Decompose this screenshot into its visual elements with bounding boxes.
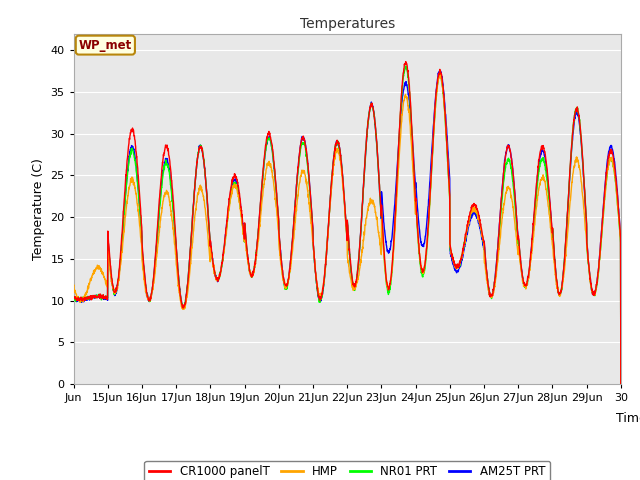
Line: AM25T PRT: AM25T PRT: [74, 71, 621, 383]
Title: Temperatures: Temperatures: [300, 17, 395, 31]
Line: HMP: HMP: [74, 73, 621, 384]
NR01 PRT: [243, 241, 250, 247]
AM25T PRT: [543, 169, 551, 175]
HMP: [436, 71, 444, 76]
AM25T PRT: [609, 150, 617, 156]
HMP: [543, 192, 551, 198]
CR1000 panelT: [124, 147, 132, 153]
AM25T PRT: [243, 242, 250, 248]
AM25T PRT: [617, 380, 625, 386]
HMP: [124, 191, 132, 196]
X-axis label: Time: Time: [616, 412, 640, 425]
HMP: [380, 252, 388, 258]
CR1000 panelT: [380, 246, 388, 252]
AM25T PRT: [512, 206, 520, 212]
NR01 PRT: [609, 164, 617, 169]
AM25T PRT: [70, 297, 77, 302]
NR01 PRT: [617, 380, 625, 385]
AM25T PRT: [124, 161, 132, 167]
Legend: CR1000 panelT, HMP, NR01 PRT, AM25T PRT: CR1000 panelT, HMP, NR01 PRT, AM25T PRT: [144, 461, 550, 480]
CR1000 panelT: [243, 240, 250, 245]
NR01 PRT: [124, 163, 132, 169]
CR1000 panelT: [543, 164, 551, 170]
NR01 PRT: [543, 177, 551, 183]
HMP: [243, 248, 250, 253]
AM25T PRT: [380, 220, 388, 226]
NR01 PRT: [402, 63, 410, 69]
AM25T PRT: [436, 68, 444, 73]
Line: NR01 PRT: NR01 PRT: [74, 66, 621, 383]
HMP: [617, 381, 625, 386]
CR1000 panelT: [70, 295, 77, 300]
CR1000 panelT: [609, 155, 617, 160]
NR01 PRT: [380, 251, 388, 256]
HMP: [70, 283, 77, 288]
NR01 PRT: [70, 294, 77, 300]
CR1000 panelT: [512, 206, 520, 212]
CR1000 panelT: [617, 381, 625, 386]
HMP: [609, 162, 617, 168]
NR01 PRT: [512, 215, 520, 220]
Line: CR1000 panelT: CR1000 panelT: [74, 61, 621, 384]
HMP: [512, 231, 520, 237]
CR1000 panelT: [402, 59, 410, 64]
Y-axis label: Temperature (C): Temperature (C): [32, 158, 45, 260]
Text: WP_met: WP_met: [79, 38, 132, 52]
